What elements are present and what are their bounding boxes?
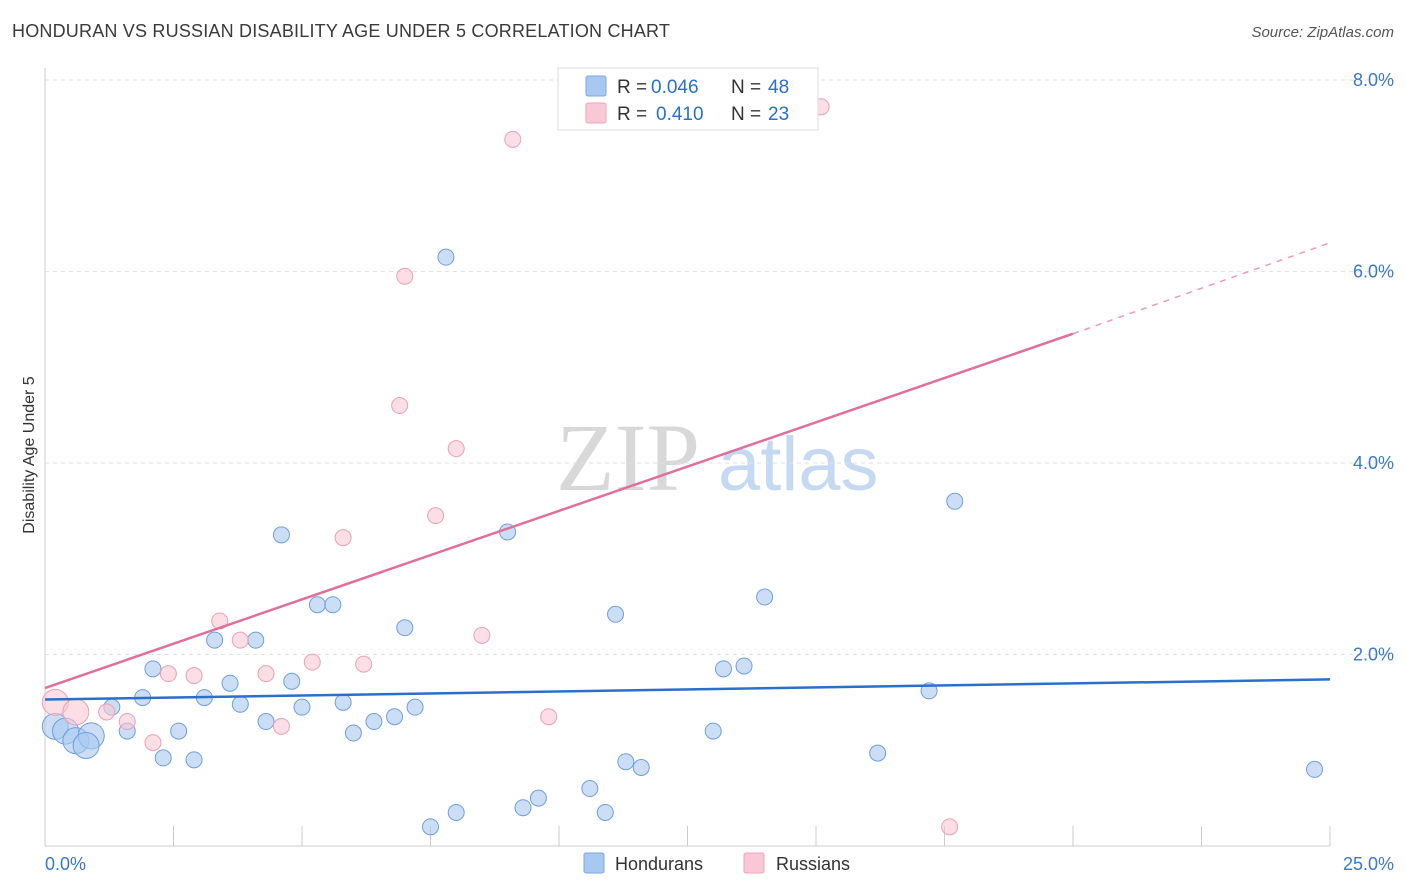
hondurans-point: [1306, 760, 1324, 778]
russians-point: [447, 440, 465, 458]
hondurans-point: [154, 749, 172, 767]
chart-title: HONDURAN VS RUSSIAN DISABILITY AGE UNDER…: [12, 21, 671, 41]
legend-n-label-hondurans: N =: [731, 77, 761, 98]
hondurans-point: [206, 631, 224, 649]
hondurans-point: [283, 672, 301, 690]
hondurans-point: [632, 758, 650, 776]
russians-trend-line: [44, 332, 1074, 690]
x-axis-ticks: [173, 826, 1331, 846]
hondurans-point: [529, 789, 547, 807]
russians-point: [355, 655, 373, 673]
russians-point: [391, 397, 409, 415]
series-legend: Hondurans Russians: [583, 852, 850, 874]
legend-r-label-russians: R =: [617, 104, 647, 125]
russians-point: [272, 717, 290, 735]
y-tick-label: 4.0%: [1353, 453, 1394, 473]
y-tick-label: 2.0%: [1353, 645, 1394, 665]
hondurans-point: [293, 698, 311, 716]
russians-point: [185, 667, 203, 685]
bottom-legend-label-hondurans: Hondurans: [615, 854, 703, 874]
russians-point: [118, 713, 136, 731]
russians-point: [334, 529, 352, 547]
hondurans-point: [257, 713, 275, 731]
y-tick-label: 8.0%: [1353, 70, 1394, 90]
hondurans-point: [946, 492, 964, 510]
trend-lines: [44, 242, 1331, 701]
y-axis-label: Disability Age Under 5: [21, 376, 38, 534]
hondurans-point: [437, 248, 455, 266]
x-tick-label-max: 25.0%: [1343, 854, 1394, 874]
hondurans-point: [365, 713, 383, 731]
correlation-legend: R = 0.046 N = 48 R = 0.410 N = 23: [557, 67, 819, 131]
bottom-legend-label-russians: Russians: [776, 854, 850, 874]
russians-point: [504, 130, 522, 148]
russians-point: [303, 653, 321, 671]
russians-point: [257, 665, 275, 683]
legend-n-label-russians: N =: [731, 104, 761, 125]
hondurans-point: [869, 744, 887, 762]
russians-point: [144, 734, 162, 752]
hondurans-point: [344, 724, 362, 742]
hondurans-point: [406, 698, 424, 716]
hondurans-trend-line: [44, 678, 1331, 701]
hondurans-point: [704, 722, 722, 740]
russians-point: [941, 818, 959, 836]
hondurans-point: [272, 526, 290, 544]
russians-point: [540, 708, 558, 726]
hondurans-point: [617, 753, 635, 771]
russians-point: [98, 703, 116, 721]
hondurans-point: [170, 722, 188, 740]
russians-point: [473, 626, 491, 644]
hondurans-point: [308, 596, 326, 614]
russians-point: [427, 507, 445, 525]
series-hondurans: [41, 248, 1324, 836]
y-axis-tick-labels: 2.0% 4.0% 6.0% 8.0%: [1353, 70, 1394, 665]
hondurans-point: [386, 708, 404, 726]
hondurans-point: [607, 605, 625, 623]
legend-r-value-russians: 0.410: [656, 104, 704, 125]
hondurans-point: [247, 631, 265, 649]
bottom-legend-swatch-hondurans: [583, 852, 605, 874]
y-tick-label: 6.0%: [1353, 262, 1394, 282]
russians-point: [396, 267, 414, 285]
hondurans-point: [514, 799, 532, 817]
hondurans-point: [735, 657, 753, 675]
series-russians: [41, 98, 959, 836]
watermark-atlas: atlas: [718, 422, 879, 507]
legend-r-label-hondurans: R =: [617, 77, 647, 98]
hondurans-point: [221, 674, 239, 692]
russians-point: [231, 631, 249, 649]
russians-point: [159, 665, 177, 683]
hondurans-point: [324, 596, 342, 614]
bottom-legend-swatch-russians: [743, 852, 765, 874]
hondurans-point: [334, 693, 352, 711]
legend-n-value-russians: 23: [768, 104, 789, 125]
hondurans-point: [422, 818, 439, 836]
hondurans-point: [714, 660, 732, 678]
chart-source: Source: ZipAtlas.com: [1251, 24, 1394, 41]
hondurans-point: [72, 731, 100, 759]
legend-r-value-hondurans: 0.046: [651, 77, 699, 98]
x-tick-label-min: 0.0%: [45, 854, 86, 874]
hondurans-point: [756, 588, 774, 606]
grid-lines: [45, 79, 1390, 655]
legend-swatch-hondurans: [585, 75, 607, 97]
hondurans-point: [231, 695, 249, 713]
russians-point: [62, 698, 90, 726]
hondurans-point: [581, 780, 599, 798]
legend-n-value-hondurans: 48: [768, 77, 789, 98]
hondurans-point: [447, 803, 465, 821]
legend-swatch-russians: [585, 102, 607, 124]
watermark-zip: ZIP: [556, 404, 700, 511]
hondurans-point: [596, 803, 614, 821]
hondurans-point: [396, 619, 414, 637]
russians-trend-extension: [1072, 242, 1331, 335]
hondurans-point: [185, 751, 203, 769]
hondurans-point: [144, 660, 162, 678]
